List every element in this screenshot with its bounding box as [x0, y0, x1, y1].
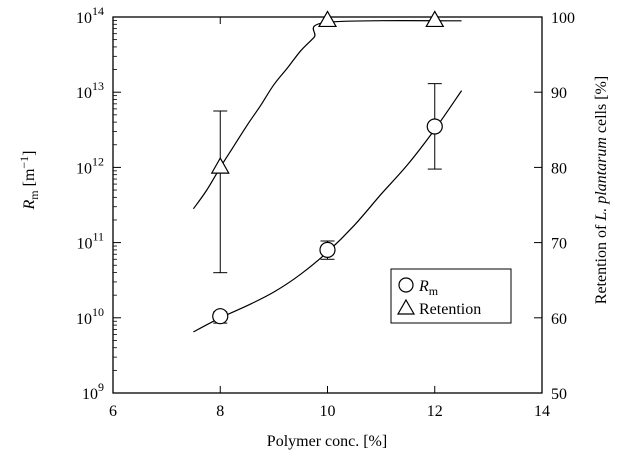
left-y-axis-title-symbol: R	[21, 200, 38, 211]
plot-frame	[112, 16, 543, 394]
right-y-axis-ticks: 50 60 70 80 90 100	[534, 10, 575, 403]
legend-label-retention: Retention	[419, 301, 481, 318]
x-tick-label: 6	[109, 403, 117, 420]
left-y-tick-label: 1012	[76, 154, 104, 177]
left-y-axis-title: Rm [m−1]	[17, 150, 41, 210]
right-y-tick-label: 60	[551, 311, 567, 328]
legend-triangle-icon	[396, 298, 416, 315]
retention-fit-curve	[192, 19, 462, 210]
right-y-axis-title-post: cells [%]	[593, 76, 610, 137]
retention-data-point	[210, 156, 230, 174]
left-y-axis-ticks: 109 1010 1011 1012 1013 1014	[76, 4, 121, 403]
left-y-tick-label: 1013	[76, 79, 104, 102]
x-axis-ticks: 6 8 10 12 14	[109, 17, 550, 420]
rm-data-point	[212, 308, 229, 325]
retention-data-point	[425, 10, 445, 28]
left-y-tick-label: 1010	[76, 305, 104, 328]
legend-circle-icon	[398, 277, 414, 293]
right-y-axis-title-species: L. plantarum	[593, 137, 610, 222]
plot-area-border	[112, 16, 543, 394]
right-y-axis-title-pre: Retention of	[593, 221, 610, 305]
right-y-tick-label: 70	[551, 236, 567, 253]
left-y-tick-label: 1011	[76, 230, 104, 253]
right-y-tick-label: 100	[551, 10, 575, 27]
left-y-tick-label: 109	[82, 380, 104, 403]
x-tick-label: 10	[320, 403, 336, 420]
x-tick-label: 14	[534, 403, 550, 420]
left-y-axis-title-unit-close: ]	[21, 150, 38, 155]
x-axis-title: Polymer conc. [%]	[267, 433, 387, 450]
x-tick-label: 8	[216, 403, 224, 420]
left-y-axis-title-subscript: m	[27, 190, 41, 200]
left-y-axis-title-unit-exponent: −1	[17, 156, 31, 169]
right-y-tick-label: 50	[551, 386, 567, 403]
data-markers	[210, 10, 445, 325]
left-y-axis-title-unit: [m	[21, 168, 38, 190]
rm-data-point	[426, 118, 443, 135]
retention-data-point	[317, 10, 338, 28]
left-y-tick-label: 1014	[76, 4, 104, 27]
x-tick-label: 12	[427, 403, 443, 420]
legend-label-rm: Rm	[418, 278, 439, 298]
legend: Rm Retention	[390, 268, 512, 324]
right-y-tick-label: 90	[551, 85, 567, 102]
rm-data-point	[319, 241, 336, 258]
right-y-axis-title: Retention of L. plantarum cells [%]	[593, 76, 610, 304]
right-y-tick-label: 80	[551, 160, 567, 177]
